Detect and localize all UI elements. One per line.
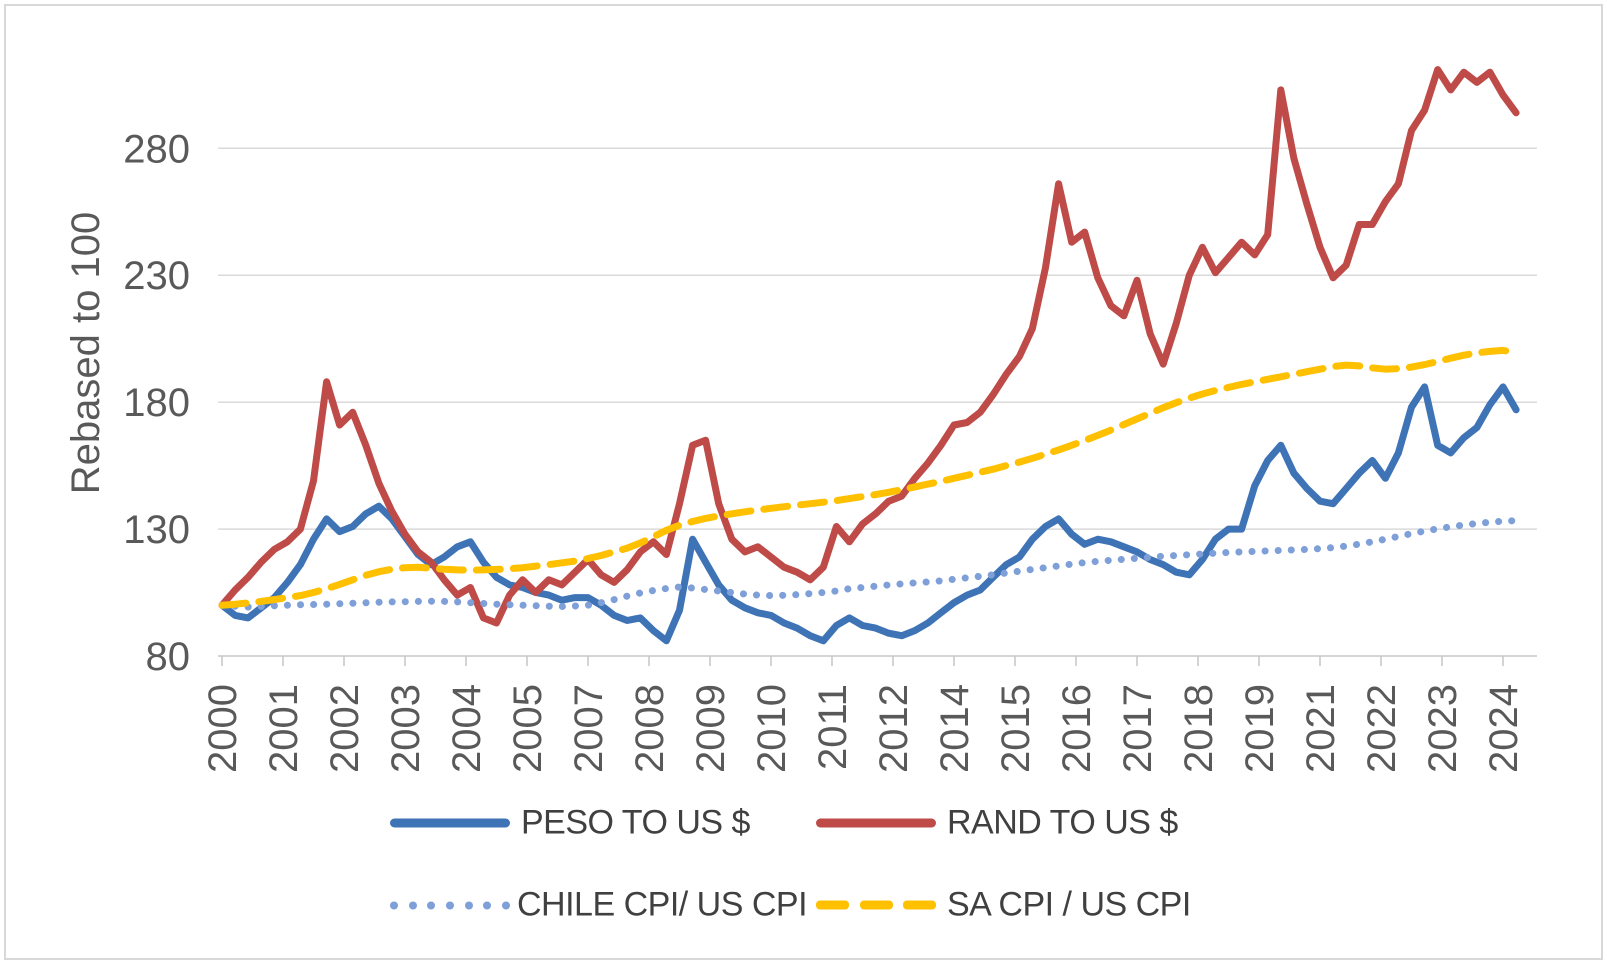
- svg-text:2008: 2008: [628, 684, 672, 773]
- svg-text:2021: 2021: [1299, 684, 1343, 773]
- svg-text:2018: 2018: [1177, 684, 1221, 773]
- legend-line-rand-icon: [816, 818, 936, 828]
- svg-text:280: 280: [123, 127, 190, 171]
- legend-row-2: CHILE CPI/ US CPI SA CPI / US CPI: [0, 882, 1607, 928]
- svg-text:2023: 2023: [1421, 684, 1465, 773]
- svg-text:Rebased to 100: Rebased to 100: [64, 212, 108, 494]
- svg-text:2015: 2015: [994, 684, 1038, 773]
- svg-text:130: 130: [123, 508, 190, 552]
- svg-text:2010: 2010: [750, 684, 794, 773]
- svg-text:180: 180: [123, 381, 190, 425]
- svg-text:2001: 2001: [262, 684, 306, 773]
- legend-label-peso: PESO TO US $: [521, 803, 750, 842]
- svg-text:2011: 2011: [811, 684, 855, 770]
- svg-text:2003: 2003: [384, 684, 428, 773]
- legend-line-sa-cpi-icon: [816, 900, 936, 910]
- svg-text:2012: 2012: [872, 684, 916, 773]
- legend-line-chile-cpi-icon: [390, 901, 510, 910]
- svg-text:2004: 2004: [445, 684, 489, 773]
- svg-text:2019: 2019: [1238, 684, 1282, 773]
- svg-text:80: 80: [146, 635, 191, 679]
- svg-text:2009: 2009: [689, 684, 733, 773]
- svg-text:2002: 2002: [323, 684, 367, 773]
- svg-text:2007: 2007: [567, 684, 611, 773]
- svg-text:2017: 2017: [1116, 684, 1160, 773]
- legend-label-chile-cpi: CHILE CPI/ US CPI: [517, 885, 808, 924]
- legend-label-rand: RAND TO US $: [947, 803, 1178, 842]
- svg-text:2024: 2024: [1482, 684, 1526, 773]
- svg-text:2005: 2005: [506, 684, 550, 773]
- svg-text:2014: 2014: [933, 684, 977, 773]
- svg-text:2022: 2022: [1360, 684, 1404, 773]
- svg-text:2000: 2000: [201, 684, 245, 773]
- svg-text:2016: 2016: [1055, 684, 1099, 773]
- legend-line-peso-icon: [390, 818, 510, 828]
- legend-label-sa-cpi: SA CPI / US CPI: [947, 885, 1191, 924]
- svg-text:230: 230: [123, 254, 190, 298]
- legend-row-1: PESO TO US $ RAND TO US $: [0, 800, 1607, 846]
